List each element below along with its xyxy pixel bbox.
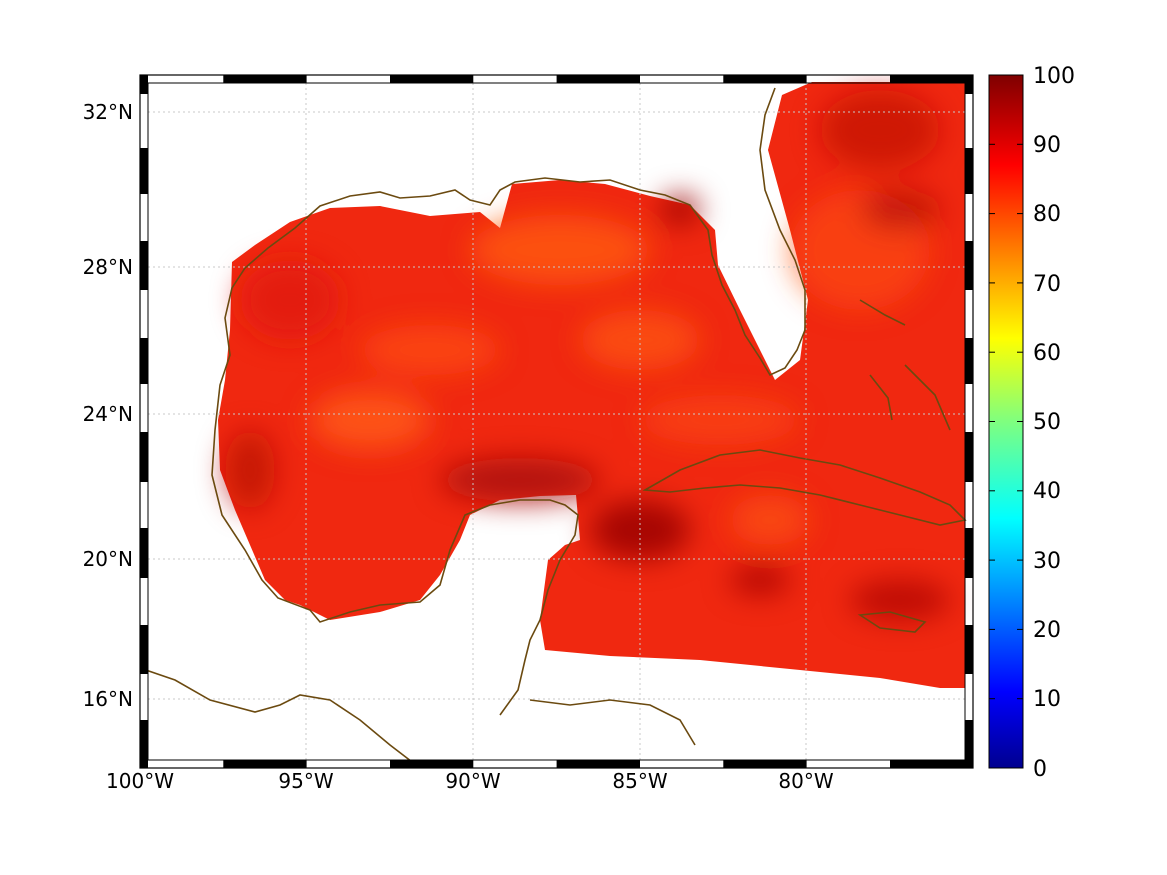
lat-label-20n: 20°N (83, 547, 133, 571)
map-inner-frame (147, 82, 966, 761)
colorbar-label: 80 (1033, 202, 1061, 227)
colorbar-label: 70 (1033, 272, 1061, 297)
frame-segment (965, 338, 973, 384)
frame-segment (890, 75, 973, 83)
gridlines (148, 83, 965, 760)
frame-segment (965, 241, 973, 290)
frame-segment (140, 528, 148, 578)
frame-segment (223, 760, 307, 768)
colorbar-ticks (989, 143, 1023, 700)
colorbar-label: 40 (1033, 479, 1061, 504)
colorbar-label: 100 (1033, 64, 1075, 89)
coastline-central-america (140, 667, 421, 768)
frame-segment (965, 432, 973, 482)
colorbar-label: 60 (1033, 341, 1061, 366)
frame-segment (390, 760, 474, 768)
colorbar-label: 50 (1033, 410, 1061, 435)
data-field (218, 82, 965, 688)
frame-segment (723, 760, 807, 768)
frame-segment (140, 241, 148, 290)
lat-label-16n: 16°N (83, 687, 133, 711)
lat-label-32n: 32°N (83, 100, 133, 124)
frame-segment (965, 528, 973, 578)
colorbar-label: 0 (1033, 757, 1047, 782)
frame-segment (965, 148, 973, 194)
lon-label-95w: 95°W (278, 769, 333, 793)
lat-label-24n: 24°N (83, 402, 133, 426)
frame-segment (556, 75, 640, 83)
frame-segment (140, 338, 148, 384)
coastline-hispaniola-jamaica (857, 611, 927, 633)
lon-label-100w: 100°W (106, 769, 174, 793)
lon-label-80w: 80°W (778, 769, 833, 793)
colorbar-label: 90 (1033, 133, 1061, 158)
colorbar-label: 20 (1033, 618, 1061, 643)
coastline-us-mexico-gulf (211, 87, 806, 716)
lat-label-28n: 28°N (83, 255, 133, 279)
map-frame (139, 74, 974, 769)
frame-segment (965, 720, 973, 768)
lon-label-85w: 85°W (612, 769, 667, 793)
frame-segment (140, 75, 148, 94)
coastline-honduras (529, 699, 696, 746)
latitude-labels: 32°N 28°N 24°N 20°N 16°N (83, 100, 133, 711)
longitude-labels: 100°W 95°W 90°W 85°W 80°W (106, 769, 834, 793)
colorbar-label: 10 (1033, 687, 1061, 712)
frame-segment (556, 760, 640, 768)
frame-segment (965, 625, 973, 674)
checkered-frame (140, 75, 973, 768)
colorbar-label: 30 (1033, 549, 1061, 574)
frame-segment (723, 75, 807, 83)
frame-segment (390, 75, 474, 83)
frame-segment (140, 148, 148, 194)
frame-segment (140, 720, 148, 768)
field-variation (225, 90, 950, 620)
frame-segment (223, 75, 307, 83)
frame-segment (965, 75, 973, 94)
frame-segment (890, 760, 973, 768)
lon-label-90w: 90°W (445, 769, 500, 793)
frame-segment (140, 432, 148, 482)
colorbar-labels: 100 90 80 70 60 50 40 30 20 10 0 (1033, 64, 1075, 782)
frame-segment (140, 625, 148, 674)
coastline-bahamas (859, 299, 951, 431)
